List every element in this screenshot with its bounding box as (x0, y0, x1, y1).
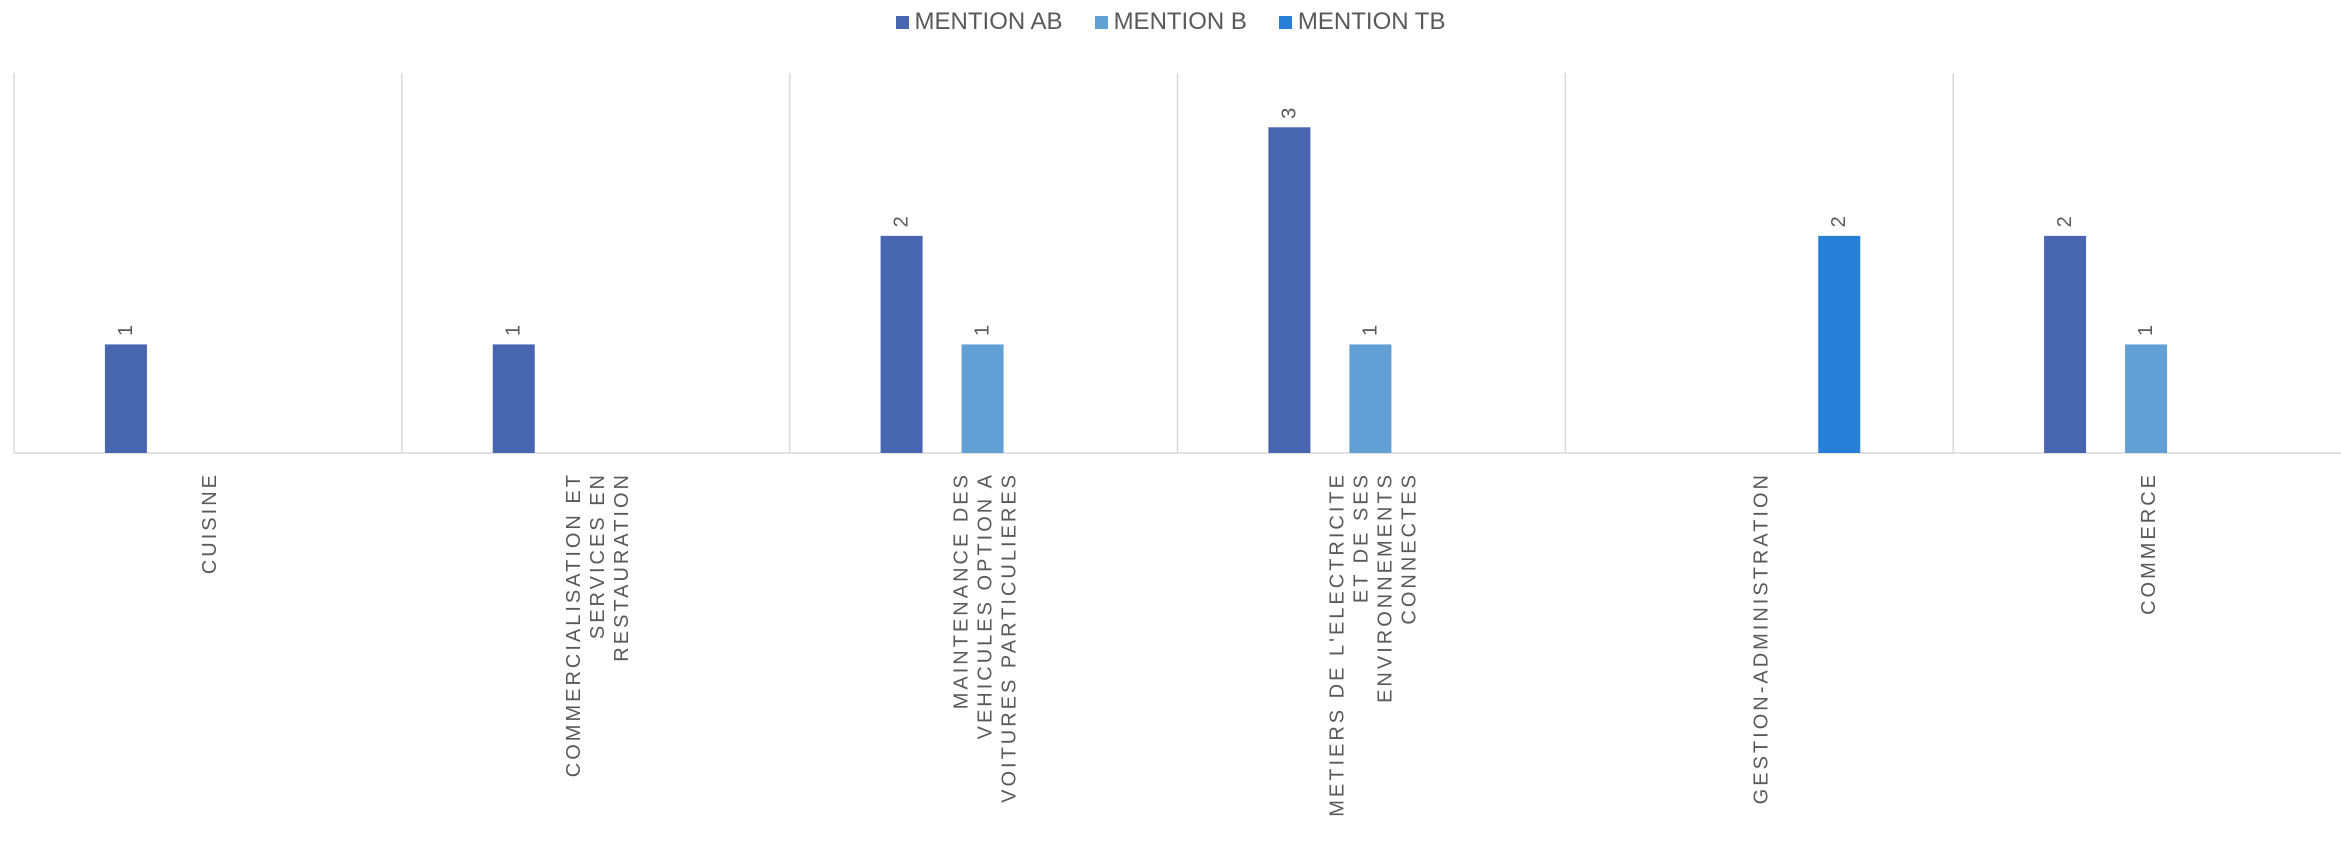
data-label: 3 (1278, 108, 1300, 119)
legend-item: MENTION AB (895, 8, 1063, 36)
category-label: MAINTENANCE DES (951, 472, 973, 709)
bar (492, 344, 535, 453)
legend-item: MENTION TB (1278, 8, 1446, 36)
legend-swatch (1278, 15, 1292, 29)
bar (2125, 344, 2168, 453)
category-label: SERVICES EN (587, 472, 609, 639)
category-label: COMMERCE (2138, 472, 2160, 615)
category-label: METIERS DE L'ELECTRICITE (1326, 472, 1348, 817)
chart-legend: MENTION AB MENTION B MENTION TB (0, 8, 2341, 36)
data-label: 2 (891, 216, 913, 227)
category-label: VOITURES PARTICULIERES (999, 472, 1021, 803)
category-label: VEHICULES OPTION A (975, 472, 997, 739)
bar (1818, 235, 1861, 453)
legend-item: MENTION B (1094, 8, 1247, 36)
bar (104, 344, 147, 453)
legend-label: MENTION TB (1297, 8, 1446, 35)
bar (961, 344, 1004, 453)
data-label: 1 (1359, 325, 1381, 336)
category-label: CONNECTES (1398, 472, 1420, 625)
data-label: 1 (972, 325, 994, 336)
legend-swatch (1094, 15, 1108, 29)
data-label: 1 (2135, 325, 2157, 336)
category-label: COMMERCIALISATION ET (563, 472, 585, 777)
bar (1268, 127, 1311, 454)
category-label: RESTAURATION (611, 472, 633, 662)
data-label: 2 (1828, 216, 1850, 227)
category-label: ET DE SES (1350, 472, 1372, 603)
legend-label: MENTION B (1113, 8, 1247, 35)
category-label: GESTION-ADMINISTRATION (1750, 472, 1772, 804)
data-label: 1 (115, 325, 137, 336)
category-label: CUISINE (199, 472, 221, 574)
data-label: 2 (2054, 216, 2076, 227)
bar (2044, 235, 2087, 453)
legend-swatch (895, 15, 909, 29)
bar (1349, 344, 1392, 453)
category-label: ENVIRONNEMENTS (1374, 472, 1396, 703)
data-label: 1 (503, 325, 525, 336)
legend-label: MENTION AB (914, 8, 1063, 35)
bar (880, 235, 923, 453)
